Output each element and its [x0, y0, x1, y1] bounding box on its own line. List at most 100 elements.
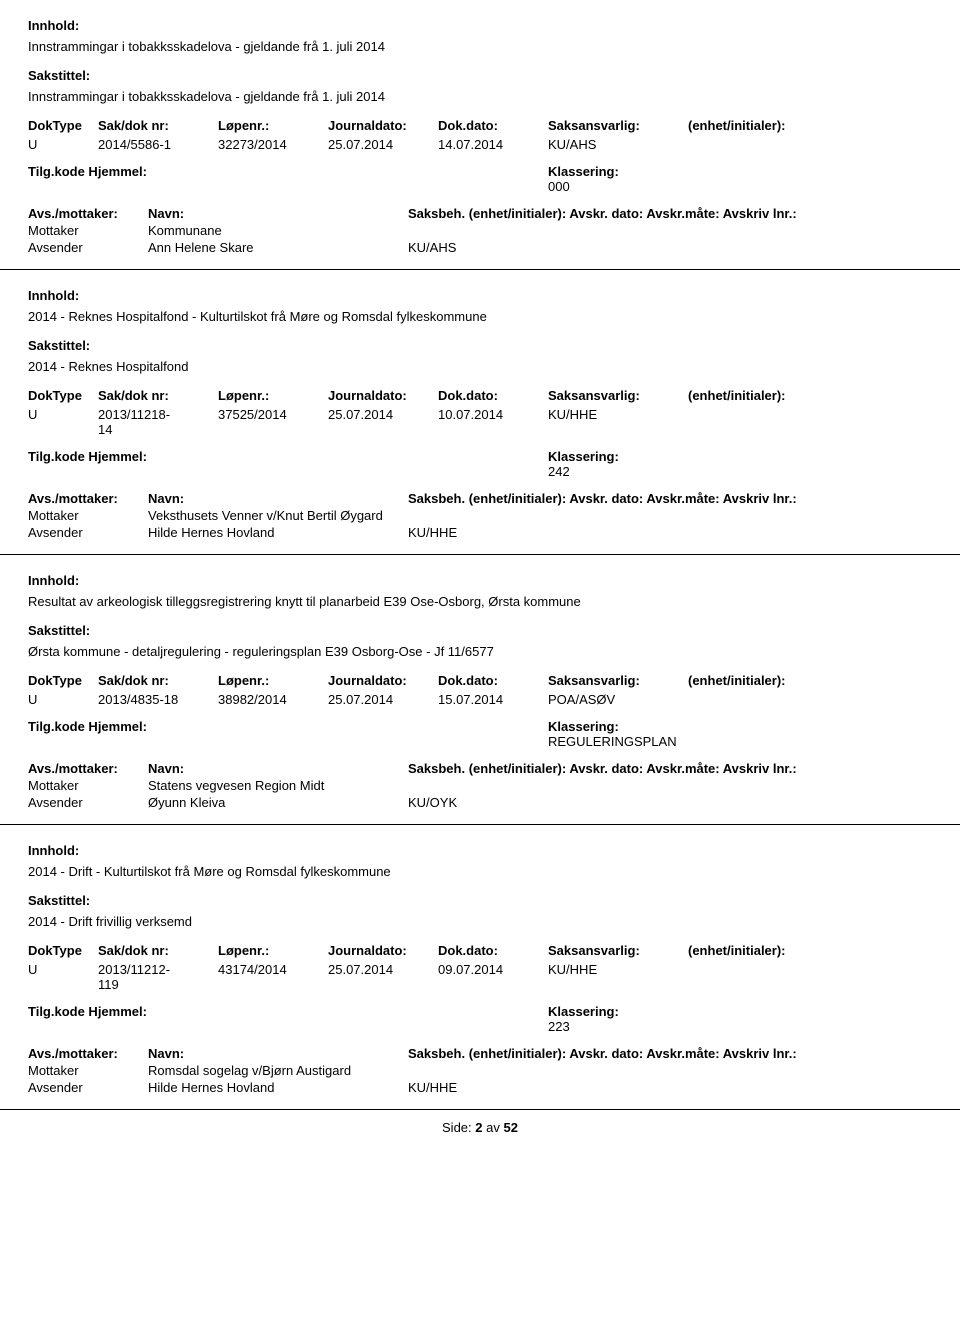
val-saksansvarlig: POA/ASØV	[548, 692, 688, 707]
party-name: Ann Helene Skare	[148, 240, 408, 255]
tilg-row: Tilg.kode Hjemmel:Klassering:000	[28, 164, 932, 194]
val-journaldato: 25.07.2014	[328, 692, 438, 707]
val-saknr: 2013/11212-119	[98, 962, 218, 992]
val-saknr: 2013/4835-18	[98, 692, 218, 707]
klassering-label: Klassering:	[548, 719, 677, 734]
val-journaldato: 25.07.2014	[328, 962, 438, 992]
party-code: KU/HHE	[408, 525, 548, 540]
tilg-row: Tilg.kode Hjemmel: Klassering:REGULERINGS…	[28, 719, 932, 749]
val-dokdato: 09.07.2014	[438, 962, 548, 992]
sakstittel-text: Innstrammingar i tobakksskadelova - gjel…	[28, 89, 932, 104]
hdr-saknr: Sak/dok nr:	[98, 943, 218, 958]
value-row: U2013/11212-11943174/201425.07.201409.07…	[28, 962, 932, 992]
sakstittel-label: Sakstittel:	[28, 893, 932, 908]
journal-record: Innhold:2014 - Reknes Hospitalfond - Kul…	[0, 270, 960, 554]
hdr-lopenr: Løpenr.:	[218, 673, 328, 688]
hdr-doktype: DokType	[28, 673, 98, 688]
tilg-row: Tilg.kode Hjemmel:Klassering:223	[28, 1004, 932, 1034]
journal-record: Innhold: Innstrammingar i tobakksskadelov…	[0, 0, 960, 269]
column-header-row: DokTypeSak/dok nr:Løpenr.:Journaldato:Do…	[28, 673, 932, 688]
column-header-row: DokTypeSak/dok nr:Løpenr.:Journaldato:Do…	[28, 388, 932, 403]
footer-page-number: 2	[475, 1120, 482, 1135]
party-code: KU/HHE	[408, 1080, 548, 1095]
footer-side-label: Side:	[442, 1120, 472, 1135]
party-row: AvsenderAnn Helene SkareKU/AHS	[28, 240, 932, 255]
party-code	[408, 1063, 548, 1078]
val-lopenr: 38982/2014	[218, 692, 328, 707]
party-row: MottakerVeksthusets Venner v/Knut Bertil…	[28, 508, 932, 523]
tilgkode-hjemmel-label: Tilg.kode Hjemmel:	[28, 164, 198, 194]
party-header-row: Avs./mottaker:Navn:Saksbeh. (enhet/initi…	[28, 1046, 932, 1061]
val-doktype: U	[28, 692, 98, 707]
party-role: Avsender	[28, 240, 148, 255]
party-name: Statens vegvesen Region Midt	[148, 778, 408, 793]
innhold-label: Innhold:	[28, 18, 932, 33]
innhold-text: Innstrammingar i tobakksskadelova - gjel…	[28, 39, 932, 54]
party-name: Øyunn Kleiva	[148, 795, 408, 810]
innhold-label: Innhold:	[28, 573, 932, 588]
party-row: AvsenderHilde Hernes HovlandKU/HHE	[28, 525, 932, 540]
party-header-row: Avs./mottaker:Navn:Saksbeh. (enhet/initi…	[28, 491, 932, 506]
party-row: AvsenderHilde Hernes HovlandKU/HHE	[28, 1080, 932, 1095]
journal-record: Innhold: 2014 - Drift - Kulturtilskot frå…	[0, 825, 960, 1109]
val-dokdato: 10.07.2014	[438, 407, 548, 437]
klassering-value: 242	[548, 464, 619, 479]
party-name: Kommunane	[148, 223, 408, 238]
party-row: AvsenderØyunn KleivaKU/OYK	[28, 795, 932, 810]
klassering-block: Klassering:REGULERINGSPLAN	[548, 719, 677, 749]
party-role: Avsender	[28, 795, 148, 810]
party-role: Mottaker	[28, 508, 148, 523]
party-header-row: Avs./mottaker:Navn:Saksbeh. (enhet/initi…	[28, 761, 932, 776]
hdr-saksansvarlig: Saksansvarlig:	[548, 943, 688, 958]
val-saknr: 2014/5586-1	[98, 137, 218, 152]
sakstittel-text: Ørsta kommune - detaljregulering - regul…	[28, 644, 932, 659]
value-row: U2013/4835-1838982/201425.07.201415.07.2…	[28, 692, 932, 707]
hdr-saksbeh-etc: Saksbeh. (enhet/initialer): Avskr. dato:…	[408, 761, 932, 776]
val-dokdato: 14.07.2014	[438, 137, 548, 152]
val-doktype: U	[28, 962, 98, 992]
hdr-journaldato: Journaldato:	[328, 388, 438, 403]
hdr-lopenr: Løpenr.:	[218, 943, 328, 958]
klassering-value: 000	[548, 179, 619, 194]
hdr-enhet: (enhet/initialer):	[688, 388, 828, 403]
party-code	[408, 223, 548, 238]
val-lopenr: 43174/2014	[218, 962, 328, 992]
hdr-dokdato: Dok.dato:	[438, 118, 548, 133]
sakstittel-label: Sakstittel:	[28, 68, 932, 83]
innhold-label: Innhold:	[28, 843, 932, 858]
innhold-text: 2014 - Drift - Kulturtilskot frå Møre og…	[28, 864, 932, 879]
hdr-doktype: DokType	[28, 943, 98, 958]
value-row: U2014/5586-132273/201425.07.201414.07.20…	[28, 137, 932, 152]
hdr-doktype: DokType	[28, 388, 98, 403]
hdr-navn: Navn:	[148, 761, 408, 776]
party-role: Mottaker	[28, 778, 148, 793]
hdr-saksansvarlig: Saksansvarlig:	[548, 673, 688, 688]
hdr-lopenr: Løpenr.:	[218, 118, 328, 133]
innhold-text: 2014 - Reknes Hospitalfond - Kulturtilsk…	[28, 309, 932, 324]
val-lopenr: 37525/2014	[218, 407, 328, 437]
column-header-row: DokTypeSak/dok nr:Løpenr.:Journaldato:Do…	[28, 118, 932, 133]
sakstittel-text: 2014 - Reknes Hospitalfond	[28, 359, 932, 374]
hdr-saksbeh-etc: Saksbeh. (enhet/initialer): Avskr. dato:…	[408, 491, 932, 506]
hdr-saksansvarlig: Saksansvarlig:	[548, 118, 688, 133]
hdr-saknr: Sak/dok nr:	[98, 673, 218, 688]
tilg-row: Tilg.kode Hjemmel:Klassering:242	[28, 449, 932, 479]
val-enhet	[688, 962, 828, 992]
party-row: MottakerStatens vegvesen Region Midt	[28, 778, 932, 793]
column-header-row: DokTypeSak/dok nr:Løpenr.:Journaldato:Do…	[28, 943, 932, 958]
val-enhet	[688, 692, 828, 707]
hdr-saksbeh-etc: Saksbeh. (enhet/initialer): Avskr. dato:…	[408, 206, 932, 221]
hdr-dokdato: Dok.dato:	[438, 388, 548, 403]
klassering-value: 223	[548, 1019, 619, 1034]
party-role: Avsender	[28, 1080, 148, 1095]
party-name: Hilde Hernes Hovland	[148, 525, 408, 540]
hdr-saksansvarlig: Saksansvarlig:	[548, 388, 688, 403]
tilgkode-hjemmel-label: Tilg.kode Hjemmel:	[28, 449, 198, 479]
value-row: U2013/11218-1437525/201425.07.201410.07.…	[28, 407, 932, 437]
party-role: Mottaker	[28, 1063, 148, 1078]
tilgkode-hjemmel-label: Tilg.kode Hjemmel:	[28, 719, 198, 749]
hdr-avsmottaker: Avs./mottaker:	[28, 206, 148, 221]
hdr-journaldato: Journaldato:	[328, 118, 438, 133]
hdr-navn: Navn:	[148, 1046, 408, 1061]
val-saksansvarlig: KU/AHS	[548, 137, 688, 152]
